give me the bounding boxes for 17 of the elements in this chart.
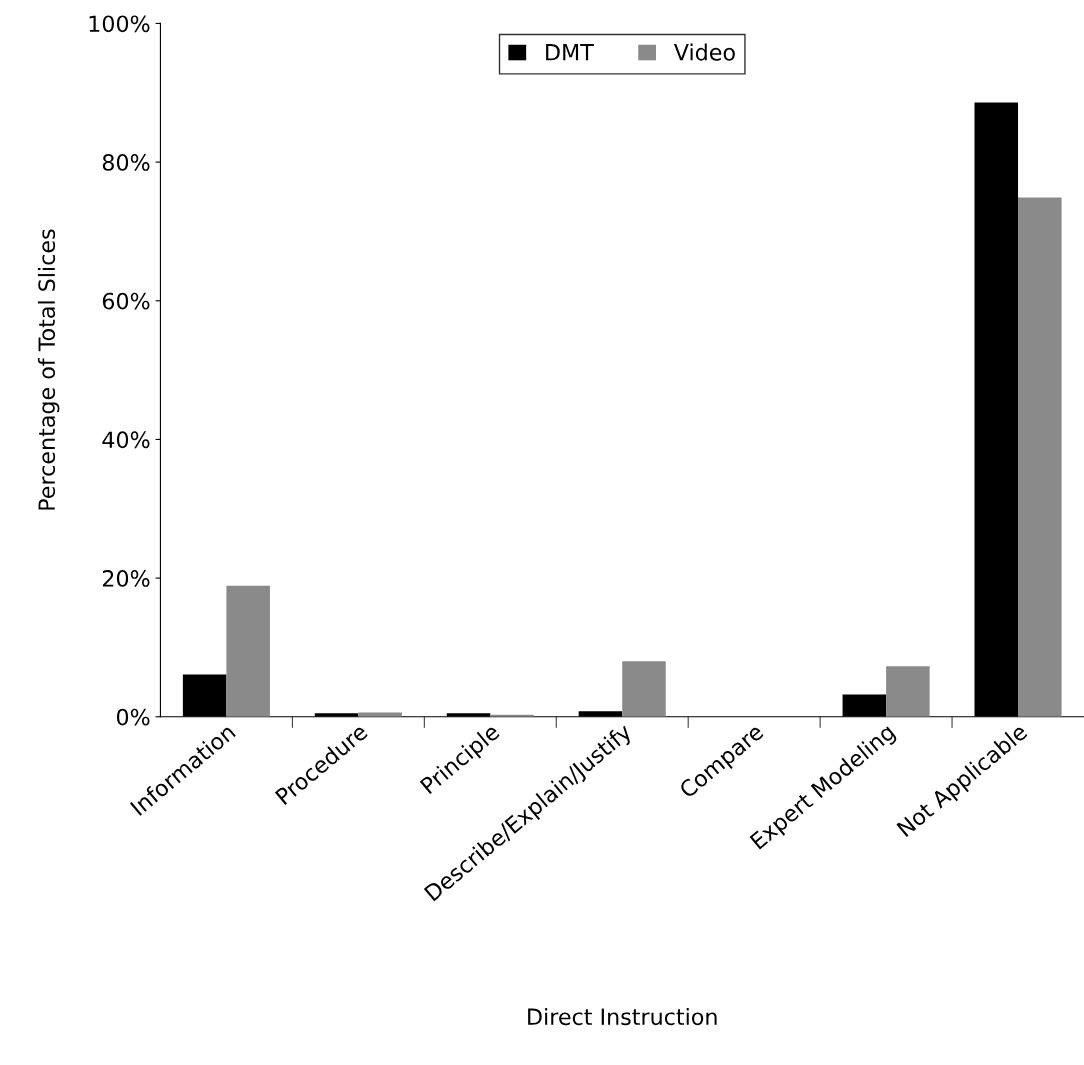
bar bbox=[622, 661, 666, 717]
y-tick-label: 80% bbox=[102, 154, 150, 171]
y-tick-label: 60% bbox=[102, 292, 150, 310]
y-tick-label: 40% bbox=[102, 431, 150, 449]
y-axis-title: Percentage of Total Slices bbox=[37, 229, 60, 510]
y-tick-label: 0% bbox=[116, 708, 150, 726]
bar bbox=[182, 674, 227, 717]
bar bbox=[842, 694, 887, 717]
y-tick-label: 100% bbox=[89, 15, 150, 33]
bar bbox=[886, 666, 930, 717]
bar bbox=[974, 102, 1019, 717]
bar bbox=[226, 585, 270, 717]
bar bbox=[1018, 197, 1062, 717]
legend-label: Video bbox=[673, 43, 735, 61]
legend-label: DMT bbox=[546, 44, 594, 61]
y-tick-label: 20% bbox=[102, 570, 150, 587]
x-axis-title: Direct Instruction bbox=[528, 1007, 717, 1026]
